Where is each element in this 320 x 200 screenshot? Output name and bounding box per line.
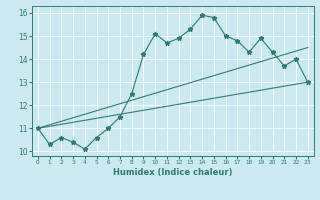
X-axis label: Humidex (Indice chaleur): Humidex (Indice chaleur) (113, 168, 233, 177)
